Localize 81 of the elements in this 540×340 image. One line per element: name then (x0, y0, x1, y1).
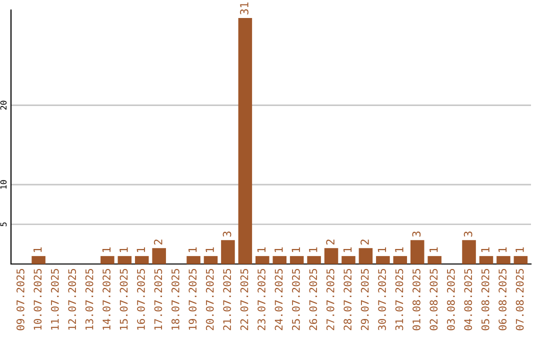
x-tick-label: 23.07.2025 (258, 269, 266, 330)
x-tick-label: 25.07.2025 (292, 269, 300, 330)
data-label: 1 (274, 247, 283, 252)
data-label: 1 (34, 247, 42, 252)
bar (32, 256, 46, 264)
data-label: 31 (240, 2, 248, 14)
data-label: 1 (395, 247, 404, 252)
bar (186, 256, 200, 264)
y-tick-label: 20 (0, 100, 7, 110)
x-tick-label: 16.07.2025 (137, 269, 145, 330)
x-tick-label: 06.08.2025 (498, 269, 506, 330)
data-label: 1 (343, 247, 352, 252)
x-tick-label: 19.07.2025 (188, 269, 197, 330)
bar (462, 240, 476, 264)
x-tick-label: 03.08.2025 (446, 269, 455, 330)
data-label: 3 (464, 232, 472, 237)
x-tick-label: 31.07.2025 (395, 269, 404, 330)
x-tick-label: 22.07.2025 (240, 269, 248, 330)
x-tick-label: 04.08.2025 (464, 269, 472, 330)
data-label: 1 (481, 247, 490, 252)
bar (393, 256, 408, 264)
data-label: 1 (430, 247, 438, 252)
data-label: 1 (206, 247, 214, 252)
bar (514, 256, 528, 264)
x-tick-label: 09.07.2025 (16, 269, 24, 330)
data-label: 2 (326, 240, 334, 245)
data-label: 3 (222, 232, 232, 237)
data-label: 1 (136, 247, 145, 252)
bar (118, 256, 132, 264)
bar (152, 248, 166, 264)
y-tick-label: 10 (0, 180, 7, 189)
bar (256, 256, 270, 264)
x-tick-label: 10.07.2025 (34, 269, 42, 330)
bar (358, 248, 373, 264)
data-label: 1 (257, 247, 266, 252)
data-label: 1 (516, 247, 524, 252)
x-tick-label: 13.07.2025 (85, 269, 94, 330)
bar (221, 240, 235, 264)
x-tick-label: 12.07.2025 (68, 269, 76, 330)
x-tick-label: 15.07.2025 (120, 269, 128, 330)
x-tick-label: 02.08.2025 (430, 269, 438, 330)
x-tick-label: 27.07.2025 (326, 269, 334, 330)
x-tick-label: 18.07.2025 (171, 269, 180, 330)
data-label: 2 (360, 240, 369, 245)
data-label: 1 (309, 247, 318, 252)
bar (479, 256, 494, 264)
x-tick-label: 14.07.2025 (102, 269, 110, 330)
data-label: 2 (154, 240, 162, 245)
bar (100, 256, 114, 264)
bar (342, 256, 356, 264)
x-tick-label: 30.07.2025 (378, 269, 386, 330)
x-tick-label: 01.08.2025 (412, 269, 420, 330)
bar (410, 240, 424, 264)
x-tick-label: 07.08.2025 (516, 269, 524, 330)
y-tick-label: 5 (0, 222, 7, 226)
bar (238, 18, 252, 264)
bar (428, 256, 442, 264)
bar (204, 256, 218, 264)
x-tick-label: 17.07.2025 (154, 269, 162, 330)
x-tick-label: 21.07.2025 (223, 269, 232, 330)
bar (307, 256, 321, 264)
data-label: 1 (292, 247, 300, 252)
x-tick-label: 05.08.2025 (481, 269, 490, 330)
bar (272, 256, 286, 264)
data-label: 1 (498, 247, 507, 252)
data-label: 3 (412, 232, 421, 237)
x-tick-label: 20.07.2025 (206, 269, 214, 330)
data-label: 1 (188, 247, 197, 252)
x-tick-label: 11.07.2025 (50, 269, 59, 330)
x-tick-label: 24.07.2025 (274, 269, 283, 330)
data-label: 1 (378, 247, 386, 252)
x-tick-label: 29.07.2025 (360, 269, 369, 330)
data-label: 1 (120, 247, 128, 252)
bar (290, 256, 304, 264)
bar (376, 256, 390, 264)
bar (496, 256, 510, 264)
x-tick-label: 28.07.2025 (344, 269, 352, 330)
bar (324, 248, 338, 264)
bar (134, 256, 149, 264)
data-label: 1 (102, 247, 111, 252)
x-tick-label: 26.07.2025 (309, 269, 318, 330)
